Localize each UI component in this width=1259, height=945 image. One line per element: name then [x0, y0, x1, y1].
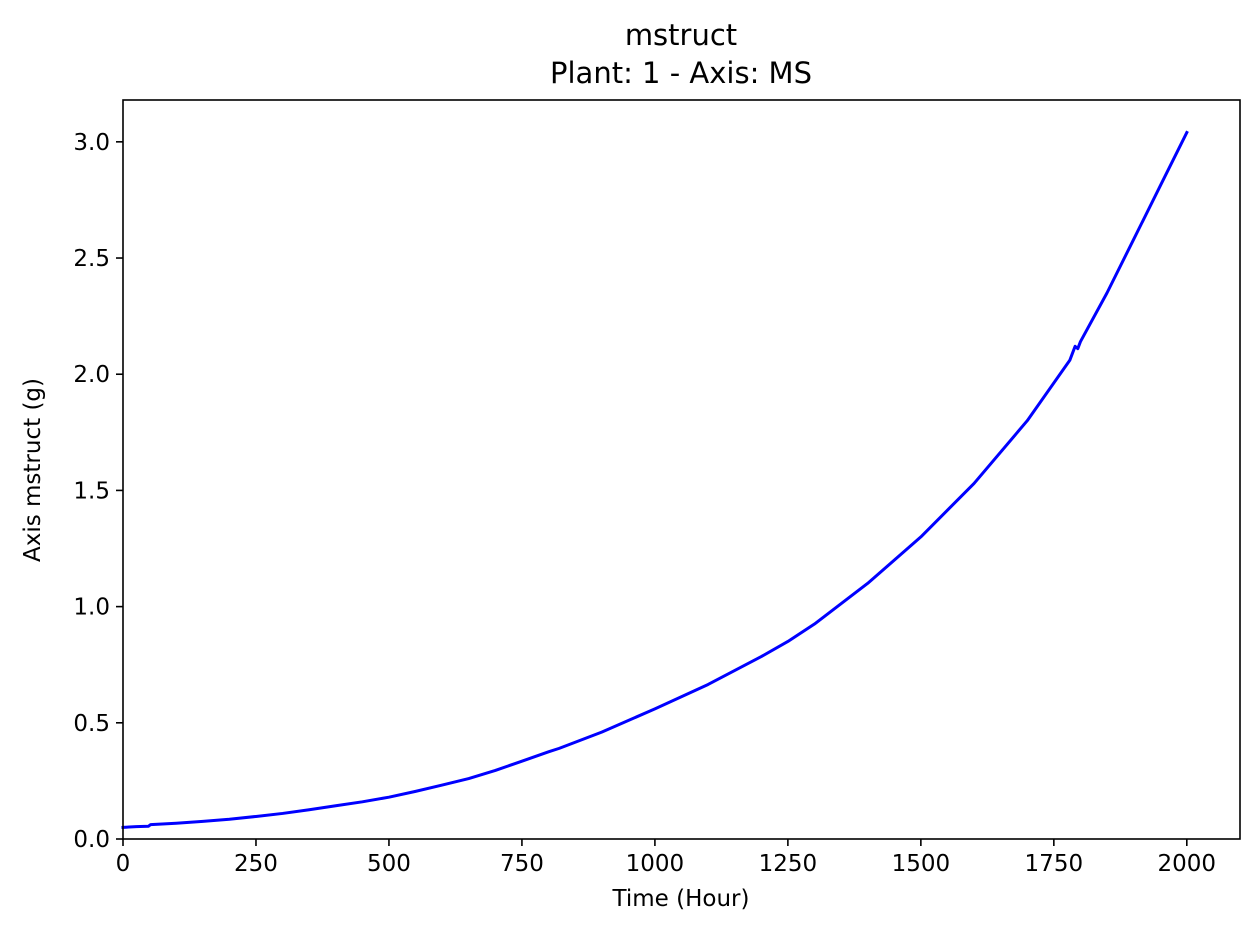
x-tick-label: 1750 [1025, 851, 1084, 877]
x-tick-label: 1250 [759, 851, 818, 877]
y-axis-label: Axis mstruct (g) [20, 378, 46, 562]
x-tick-label: 1000 [626, 851, 685, 877]
y-tick-label: 0.5 [73, 711, 110, 737]
chart-subtitle: Plant: 1 - Axis: MS [550, 56, 812, 90]
x-tick-label: 0 [116, 851, 131, 877]
y-tick-label: 1.5 [73, 478, 110, 504]
y-tick-label: 3.0 [73, 130, 110, 156]
plot-frame [122, 99, 1241, 840]
x-tick-label: 2000 [1158, 851, 1217, 877]
plot-area: 0 250 500 750 1000 1250 1500 1750 2000 0.0 0.5 1.0 1… [73, 99, 1241, 877]
y-tick-label: 2.0 [73, 362, 110, 388]
y-tick-label: 2.5 [73, 246, 110, 272]
chart-title: mstruct [625, 18, 737, 52]
x-tick-label: 250 [234, 851, 278, 877]
x-tick-label: 1500 [892, 851, 951, 877]
x-tick-label: 750 [500, 851, 544, 877]
x-tick-label: 500 [367, 851, 411, 877]
y-tick-label: 0.0 [73, 827, 110, 853]
x-axis-label: Time (Hour) [612, 886, 750, 912]
y-tick-label: 1.0 [73, 595, 110, 621]
series-line-0 [121, 130, 1189, 829]
